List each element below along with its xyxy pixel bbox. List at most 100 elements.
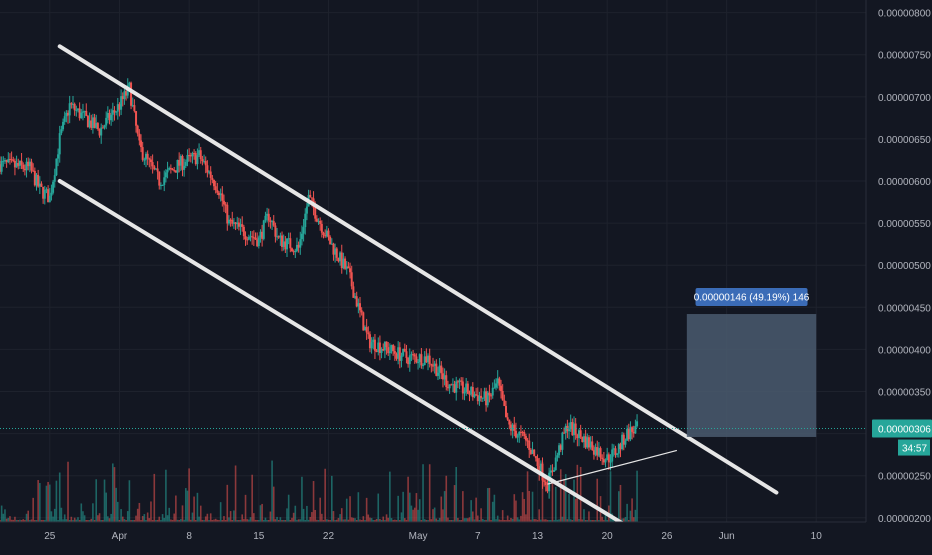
candle-body xyxy=(367,332,370,335)
volume-bar xyxy=(264,517,267,522)
volume-bar xyxy=(50,511,53,522)
volume-bar xyxy=(72,519,74,522)
volume-bar xyxy=(546,519,549,522)
volume-bar xyxy=(214,518,217,522)
volume-bar xyxy=(9,516,11,522)
volume-bar xyxy=(478,520,481,522)
volume-bar xyxy=(274,519,277,522)
volume-bar xyxy=(319,497,321,522)
candle-body xyxy=(334,248,337,255)
candle-body xyxy=(453,384,456,393)
candle-body xyxy=(329,236,332,245)
candle-body xyxy=(63,116,66,122)
volume-bar xyxy=(412,509,414,522)
candle-body xyxy=(481,397,484,399)
volume-bar xyxy=(430,519,433,522)
candle-body xyxy=(493,387,496,389)
volume-bar xyxy=(57,520,59,522)
candle-body xyxy=(417,362,420,364)
candle-body xyxy=(470,387,473,395)
volume-bar xyxy=(574,498,577,522)
candle-body xyxy=(349,268,352,273)
candle-body xyxy=(368,334,371,349)
volume-bar xyxy=(448,519,451,522)
volume-bar xyxy=(490,519,492,522)
candle-body xyxy=(272,221,275,226)
volume-bar xyxy=(410,505,413,522)
volume-bar xyxy=(277,519,280,522)
volume-bar xyxy=(389,471,391,522)
volume-bar xyxy=(262,520,265,522)
candle-body xyxy=(30,161,33,171)
volume-bar xyxy=(364,520,366,522)
volume-bar xyxy=(178,520,180,522)
volume-bar xyxy=(246,519,248,522)
candle-body xyxy=(257,237,260,247)
candle-body xyxy=(319,220,322,224)
candle-body xyxy=(513,424,516,431)
candle-body xyxy=(183,165,186,170)
volume-bar xyxy=(151,519,154,522)
volume-bar xyxy=(238,520,240,522)
volume-bar xyxy=(556,519,559,522)
candle-body xyxy=(110,114,113,121)
candle-body xyxy=(96,123,99,129)
candle-body xyxy=(292,251,295,253)
volume-bar xyxy=(503,519,506,522)
candle-body xyxy=(324,234,327,237)
volume-bar xyxy=(239,519,242,522)
volume-bar xyxy=(385,514,388,522)
volume-bar xyxy=(422,464,424,522)
volume-bar xyxy=(292,512,295,522)
candle-body xyxy=(86,115,89,128)
candle-body xyxy=(297,244,300,248)
candle-body xyxy=(47,189,50,203)
candle-body xyxy=(259,231,262,238)
volume-bar xyxy=(251,474,253,522)
candle-body xyxy=(617,444,620,454)
volume-bar xyxy=(584,519,587,522)
volume-bar xyxy=(365,497,368,522)
volume-bar xyxy=(496,515,499,522)
candle-body xyxy=(563,432,566,434)
candle-body xyxy=(526,440,529,442)
candle-body xyxy=(18,160,21,166)
volume-bar xyxy=(390,518,393,522)
candle-body xyxy=(193,153,196,155)
volume-bar xyxy=(523,498,526,522)
volume-bar xyxy=(593,519,595,522)
volume-bar xyxy=(116,501,119,522)
volume-bar xyxy=(312,481,315,522)
time-axis xyxy=(0,522,932,550)
volume-bar xyxy=(254,519,257,522)
candle-body xyxy=(229,219,232,221)
volume-bar xyxy=(392,519,394,522)
volume-bar xyxy=(395,520,398,522)
candle-body xyxy=(121,96,124,100)
candle-body xyxy=(216,190,219,193)
candle-body xyxy=(17,163,20,166)
candle-body xyxy=(430,364,433,366)
candle-body xyxy=(286,238,289,250)
volume-bar xyxy=(27,510,30,522)
volume-bar xyxy=(362,516,365,522)
volume-bar xyxy=(397,495,399,522)
volume-bar xyxy=(435,518,438,522)
volume-bar xyxy=(506,515,509,522)
volume-bar xyxy=(266,520,268,522)
volume-bar xyxy=(211,519,214,522)
volume-bar xyxy=(402,491,404,522)
volume-bar xyxy=(58,472,61,522)
candle-body xyxy=(88,120,91,128)
candle-body xyxy=(75,109,78,111)
candle-body xyxy=(226,204,229,224)
candle-body xyxy=(571,422,574,436)
volume-bar xyxy=(627,520,630,522)
candle-body xyxy=(58,133,61,155)
candle-body xyxy=(28,161,31,167)
volume-bar xyxy=(613,519,615,522)
volume-bar xyxy=(181,505,184,522)
volume-bar xyxy=(568,493,570,522)
